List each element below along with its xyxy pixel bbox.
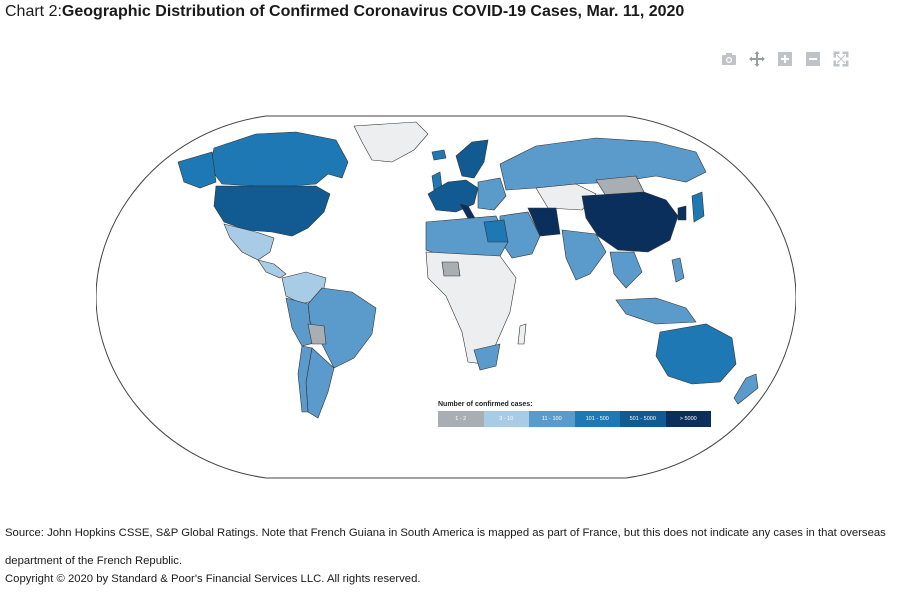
reset-icon[interactable] <box>832 50 850 68</box>
region-nigeria <box>441 261 461 277</box>
legend-bins: 1 - 2 3 - 10 11 - 100 101 - 500 501 - 50… <box>438 411 711 427</box>
region-bolivia <box>307 323 327 345</box>
source-note: Source: John Hopkins CSSE, S&P Global Ra… <box>5 527 886 567</box>
region-iran <box>527 207 561 237</box>
legend-bin-3-10: 3 - 10 <box>483 411 529 427</box>
region-madagascar <box>517 323 527 345</box>
world-map <box>96 112 796 482</box>
region-new-zealand <box>733 373 759 405</box>
region-eastern-europe <box>477 177 507 211</box>
region-usa <box>213 185 331 237</box>
legend-bin-501-5000: 501 - 5000 <box>620 411 666 427</box>
zoom-out-icon[interactable] <box>804 50 822 68</box>
region-southeast-asia <box>609 251 643 289</box>
region-iceland <box>431 149 447 161</box>
zoom-in-icon[interactable] <box>776 50 794 68</box>
camera-icon[interactable] <box>720 50 738 68</box>
region-indonesia <box>615 297 697 325</box>
chart-title: Chart 2:Geographic Distribution of Confi… <box>5 3 684 21</box>
copyright-note: Copyright © 2020 by Standard & Poor's Fi… <box>5 573 421 585</box>
chart-title-main: Geographic Distribution of Confirmed Cor… <box>61 3 685 20</box>
move-icon[interactable] <box>748 50 766 68</box>
region-scandinavia <box>455 139 489 179</box>
region-japan <box>691 191 705 223</box>
region-alaska <box>177 151 217 189</box>
region-china <box>581 191 679 253</box>
legend-bin-101-500: 101 - 500 <box>574 411 620 427</box>
region-mexico <box>223 223 275 261</box>
region-india <box>561 229 607 281</box>
world-map-svg <box>96 115 796 479</box>
region-greenland <box>353 121 429 163</box>
region-philippines <box>671 257 685 283</box>
region-australia <box>655 323 737 385</box>
region-western-europe <box>427 179 479 213</box>
region-egypt <box>483 219 509 243</box>
region-chile <box>297 345 313 413</box>
map-legend: Number of confirmed cases: 1 - 2 3 - 10 … <box>438 401 711 427</box>
legend-bin-1-2: 1 - 2 <box>438 411 484 427</box>
region-south-korea <box>677 205 687 221</box>
region-south-africa <box>473 343 501 371</box>
legend-bin-over-5000: > 5000 <box>665 411 711 427</box>
legend-title: Number of confirmed cases: <box>438 401 533 408</box>
map-toolbar <box>720 49 850 69</box>
chart-title-prefix: Chart 2: <box>5 3 62 20</box>
region-central-america <box>257 259 287 279</box>
region-canada <box>209 131 349 187</box>
legend-bin-11-100: 11 - 100 <box>529 411 575 427</box>
